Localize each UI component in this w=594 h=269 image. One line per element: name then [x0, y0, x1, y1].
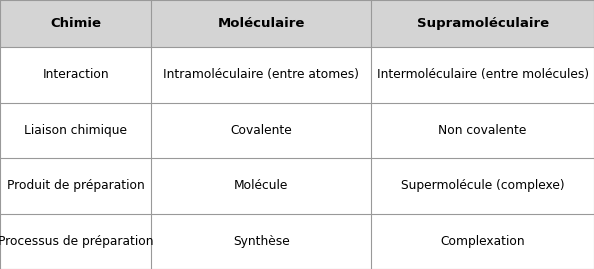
Bar: [151, 0, 371, 47]
Text: Synthèse: Synthèse: [233, 235, 290, 248]
Text: Processus de préparation: Processus de préparation: [0, 235, 153, 248]
Text: Complexation: Complexation: [440, 235, 525, 248]
Bar: [371, 102, 594, 158]
Bar: [371, 0, 594, 47]
Text: Intermoléculaire (entre molécules): Intermoléculaire (entre molécules): [377, 68, 589, 81]
Text: Covalente: Covalente: [230, 124, 292, 137]
Text: Non covalente: Non covalente: [438, 124, 527, 137]
Bar: [371, 158, 594, 214]
Text: Intramoléculaire (entre atomes): Intramoléculaire (entre atomes): [163, 68, 359, 81]
Bar: [0, 102, 151, 158]
Bar: [0, 158, 151, 214]
Text: Interaction: Interaction: [42, 68, 109, 81]
Bar: [0, 0, 151, 47]
Bar: [151, 47, 371, 102]
Bar: [151, 158, 371, 214]
Bar: [151, 102, 371, 158]
Bar: [151, 214, 371, 269]
Text: Liaison chimique: Liaison chimique: [24, 124, 127, 137]
Bar: [371, 47, 594, 102]
Bar: [0, 47, 151, 102]
Text: Supramoléculaire: Supramoléculaire: [416, 17, 549, 30]
Bar: [0, 214, 151, 269]
Bar: [371, 214, 594, 269]
Text: Chimie: Chimie: [50, 17, 101, 30]
Text: Moléculaire: Moléculaire: [217, 17, 305, 30]
Text: Produit de préparation: Produit de préparation: [7, 179, 144, 192]
Text: Molécule: Molécule: [234, 179, 289, 192]
Text: Supermolécule (complexe): Supermolécule (complexe): [401, 179, 564, 192]
